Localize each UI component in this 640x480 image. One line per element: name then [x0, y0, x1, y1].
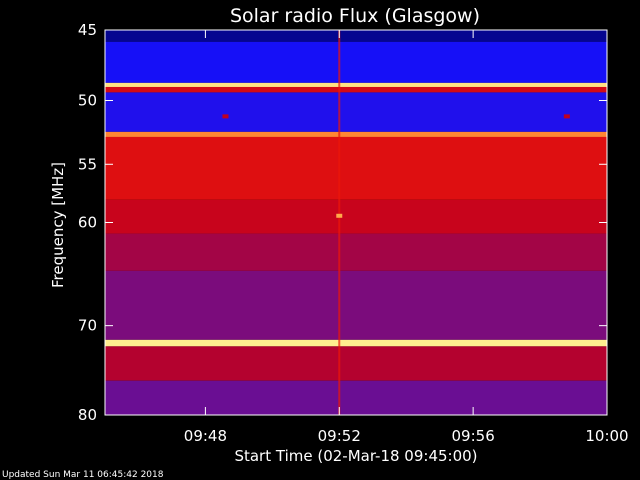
frequency-band	[105, 339, 607, 347]
updated-timestamp: Updated Sun Mar 11 06:45:42 2018	[2, 470, 164, 480]
frequency-band	[105, 86, 607, 93]
frequency-band	[105, 136, 607, 200]
x-tick-label: 09:48	[184, 427, 227, 445]
burst-spot	[222, 114, 229, 119]
x-tick-label: 09:56	[452, 427, 495, 445]
frequency-band	[105, 199, 607, 234]
spectrogram-heatmap	[105, 30, 607, 415]
y-tick-label: 80	[78, 406, 97, 424]
burst-spot	[336, 213, 343, 218]
frequency-band	[105, 233, 607, 271]
frequency-band	[105, 82, 607, 87]
frequency-band	[105, 346, 607, 381]
x-axis-label: Start Time (02-Mar-18 09:45:00)	[234, 447, 477, 465]
y-axis: 45 50 55 60 70 80	[78, 21, 607, 424]
burst-line	[338, 30, 341, 415]
frequency-band	[105, 270, 607, 340]
y-tick-label: 50	[78, 92, 97, 110]
x-tick-label: 09:52	[318, 427, 361, 445]
frequency-band	[105, 41, 607, 83]
y-axis-label: Frequency [MHz]	[49, 162, 67, 288]
y-tick-label: 70	[78, 317, 97, 335]
frequency-band	[105, 30, 607, 42]
chart-title: Solar radio Flux (Glasgow)	[230, 5, 480, 27]
frequency-band	[105, 92, 607, 132]
frequency-band	[105, 131, 607, 137]
y-tick-label: 60	[78, 214, 97, 232]
burst-spot	[563, 114, 570, 119]
frequency-band	[105, 380, 607, 415]
y-tick-label: 45	[78, 21, 97, 39]
x-axis: 09:48 09:52 09:56 10:00	[184, 30, 629, 445]
x-tick-label: 10:00	[585, 427, 628, 445]
y-tick-label: 55	[78, 155, 97, 173]
